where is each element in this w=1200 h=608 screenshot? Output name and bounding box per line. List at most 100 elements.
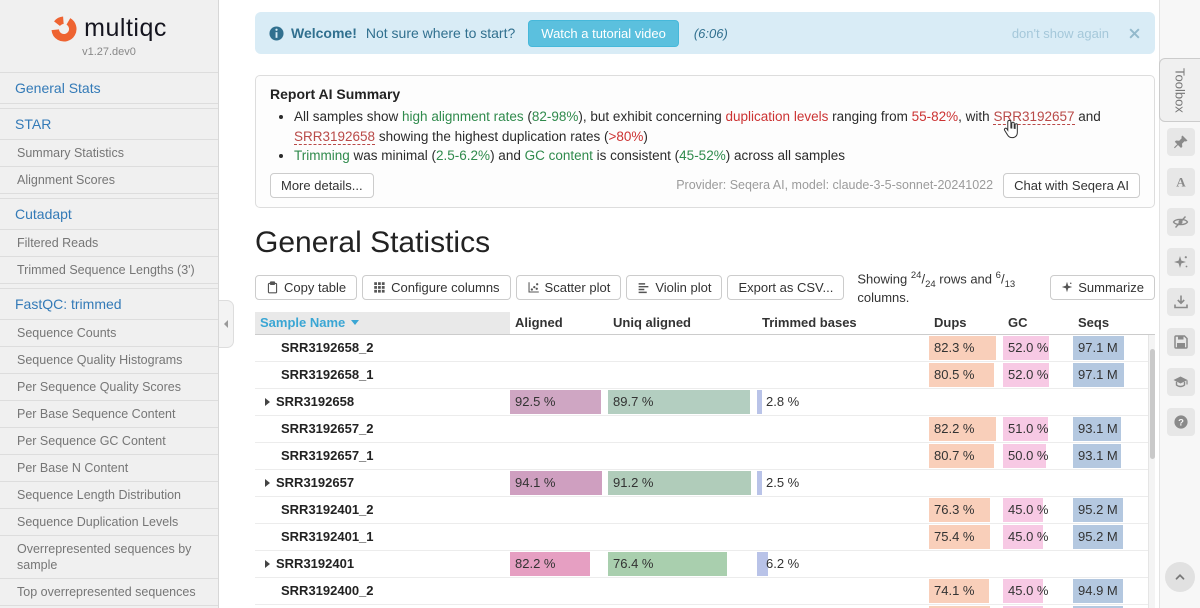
scroll-to-top-button[interactable] <box>1165 562 1195 592</box>
gc-cell: 52.0 % <box>1003 335 1073 361</box>
table-scrollbar[interactable] <box>1148 334 1155 608</box>
tutorial-video-button[interactable]: Watch a tutorial video <box>528 19 679 47</box>
value-bar <box>1003 497 1043 522</box>
sidebar-item-summary-statistics[interactable]: Summary Statistics <box>0 140 218 167</box>
value-bar <box>510 389 602 414</box>
sample-name-cell[interactable]: SRR3192658 <box>255 389 510 415</box>
cell-value: 45.0 % <box>1003 605 1073 608</box>
value-bar <box>1073 524 1123 549</box>
sidebar-item-sequence-counts[interactable]: Sequence Counts <box>0 320 218 347</box>
column-header-seqs[interactable]: Seqs <box>1073 312 1148 334</box>
sidebar-item-per-base-sequence-content[interactable]: Per Base Sequence Content <box>0 401 218 428</box>
uniq-cell <box>608 335 757 361</box>
scatter-icon <box>527 281 540 294</box>
column-header-label: Aligned <box>515 315 563 331</box>
table-row: SRR3192657 94.1 % 91.2 % 2.5 % <box>255 469 1155 497</box>
graduation-cap-button[interactable] <box>1166 368 1195 396</box>
aligned-cell: 82.2 % <box>510 551 608 577</box>
sidebar-item-per-sequence-gc-content[interactable]: Per Sequence GC Content <box>0 428 218 455</box>
dups-cell: 80.7 % <box>929 443 1003 469</box>
dont-show-again-link[interactable]: don't show again <box>1011 25 1109 41</box>
sidebar-item-overrepresented-sequences-by-sample[interactable]: Overrepresented sequences by sample <box>0 536 218 579</box>
column-header-dups[interactable]: Dups <box>929 312 1003 334</box>
value-bar <box>1073 578 1123 603</box>
sample-name-cell: SRR3192400_2 <box>255 578 510 604</box>
expand-triangle-icon <box>265 397 270 406</box>
value-bar <box>757 389 763 414</box>
column-header-trimmed-bases[interactable]: Trimmed bases <box>757 312 929 334</box>
info-icon <box>269 25 284 41</box>
pushpin-button[interactable] <box>1166 128 1195 156</box>
scatter-plot-button[interactable]: Scatter plot <box>515 274 622 300</box>
gc-cell <box>1003 389 1073 415</box>
cell-value: 74.1 % <box>934 582 975 598</box>
trimmed-cell <box>757 578 929 604</box>
rows-shown: 24 <box>910 269 922 281</box>
sidebar-item-fastqc-trimmed[interactable]: FastQC: trimmed <box>0 288 218 320</box>
sidebar-item-sequence-length-distribution[interactable]: Sequence Length Distribution <box>0 482 218 509</box>
value-bar <box>1003 605 1043 608</box>
sidebar-collapse-handle[interactable] <box>219 300 234 348</box>
configure-columns-button[interactable]: Configure columns <box>362 274 511 300</box>
download-button[interactable] <box>1166 288 1195 316</box>
pushpin-icon <box>1173 134 1189 150</box>
ai-text-segment: GC content <box>524 148 593 164</box>
violin-plot-button[interactable]: Violin plot <box>626 274 723 300</box>
column-header-aligned[interactable]: Aligned <box>510 312 608 334</box>
sidebar-item-trimmed-sequence-lengths-3[interactable]: Trimmed Sequence Lengths (3') <box>0 257 218 284</box>
summarize-button[interactable]: Summarize <box>1050 274 1155 300</box>
svg-text:?: ? <box>1178 418 1184 429</box>
expand-triangle-icon <box>265 478 270 487</box>
cell-value: 95.2 M <box>1078 501 1118 517</box>
sample-link[interactable]: SRR3192658 <box>294 128 376 145</box>
sidebar-item-per-sequence-quality-scores[interactable]: Per Sequence Quality Scores <box>0 374 218 401</box>
cell-value: 2.8 % <box>766 393 800 409</box>
sample-name-cell: SRR3192401_1 <box>255 524 510 550</box>
letter-a-button[interactable]: A <box>1166 168 1195 196</box>
more-details-button[interactable]: More details... <box>270 172 374 198</box>
sidebar-item-sequence-duplication-levels[interactable]: Sequence Duplication Levels <box>0 509 218 536</box>
save-button[interactable] <box>1166 328 1195 356</box>
trimmed-cell <box>757 443 929 469</box>
seqs-cell <box>1073 551 1148 577</box>
gc-cell <box>1003 470 1073 496</box>
ai-text-segment: ) across all samples <box>725 148 846 164</box>
seqs-cell: 93.1 M <box>1073 416 1148 442</box>
sidebar-item-filtered-reads[interactable]: Filtered Reads <box>0 230 218 257</box>
export-as-csv-button[interactable]: Export as CSV... <box>727 274 845 300</box>
chat-with-seqera-button[interactable]: Chat with Seqera AI <box>1003 172 1140 198</box>
sample-name: SRR3192658_1 <box>281 367 374 383</box>
sidebar: multiqc v1.27.dev0 General Stats STAR Summ… <box>0 0 219 608</box>
sample-name-cell: SRR3192657_2 <box>255 416 510 442</box>
sidebar-item-alignment-scores[interactable]: Alignment Scores <box>0 167 218 194</box>
copy-table-button[interactable]: Copy table <box>255 274 358 300</box>
eye-slash-button[interactable] <box>1166 208 1195 236</box>
sidebar-item-top-overrepresented-sequences[interactable]: Top overrepresented sequences <box>0 579 218 606</box>
column-header-uniq-aligned[interactable]: Uniq aligned <box>608 312 757 334</box>
toolbox-tab[interactable]: Toolbox <box>1159 58 1200 122</box>
sparkles-button[interactable] <box>1166 248 1195 276</box>
sidebar-item-star[interactable]: STAR <box>0 108 218 140</box>
sample-name-cell[interactable]: SRR3192657 <box>255 470 510 496</box>
value-bar <box>1003 362 1050 387</box>
cell-value: 82.2 % <box>515 555 556 571</box>
sample-link[interactable]: SRR3192657 <box>993 109 1075 125</box>
sidebar-item-general-stats[interactable]: General Stats <box>0 73 218 104</box>
sidebar-item-cutadapt[interactable]: Cutadapt <box>0 198 218 230</box>
sample-name-cell[interactable]: SRR3192401 <box>255 551 510 577</box>
uniq-cell: 91.2 % <box>608 470 757 496</box>
dups-cell: 82.3 % <box>929 335 1003 361</box>
ai-text-segment: ) <box>643 128 648 144</box>
toolbox-label: Toolbox <box>1172 67 1188 113</box>
column-header-gc[interactable]: GC <box>1003 312 1073 334</box>
scrollbar-thumb[interactable] <box>1150 348 1155 459</box>
table-row: SRR3192401_2 76.3 % 45.0 % 95.2 M <box>255 496 1155 524</box>
close-icon[interactable] <box>1128 27 1141 40</box>
trimmed-cell <box>757 362 929 388</box>
sidebar-item-per-base-n-content[interactable]: Per Base N Content <box>0 455 218 482</box>
column-header-label: Dups <box>934 315 967 331</box>
sidebar-item-sequence-quality-histograms[interactable]: Sequence Quality Histograms <box>0 347 218 374</box>
column-header-sample-name[interactable]: Sample Name <box>255 311 510 334</box>
table-toolbar: Copy table Configure columns Scatter plot V… <box>255 270 1155 305</box>
help-button[interactable]: ? <box>1166 408 1195 436</box>
